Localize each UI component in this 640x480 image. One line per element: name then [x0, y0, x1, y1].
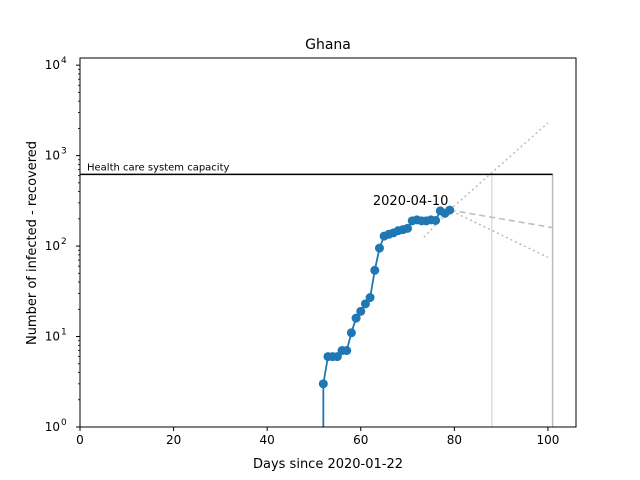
x-tick-label: 80 — [447, 433, 462, 447]
data-point — [346, 328, 356, 338]
x-tick-label: 20 — [166, 433, 181, 447]
x-axis: 0 20 40 60 80 100 — [76, 427, 559, 447]
projection-upper-line — [449, 122, 549, 211]
x-tick-label: 100 — [536, 433, 559, 447]
y-tick-exponent: 2 — [61, 237, 67, 247]
data-point — [403, 223, 413, 233]
chart-title: Ghana — [305, 37, 351, 53]
x-axis-label: Days since 2020-01-22 — [253, 457, 403, 472]
y-tick-label: 10 — [45, 58, 60, 72]
y-tick-label: 10 — [45, 149, 60, 163]
series-0-line — [322, 209, 451, 427]
plot-frame — [79, 57, 577, 428]
y-tick-exponent: 4 — [61, 56, 67, 66]
plot-area — [80, 122, 554, 427]
data-point — [342, 346, 352, 356]
data-point — [365, 293, 375, 303]
date-annotation: 2020-04-10 — [373, 194, 449, 209]
y-tick-label: 10 — [45, 420, 60, 434]
x-tick-label: 60 — [353, 433, 368, 447]
data-point — [332, 352, 342, 362]
data-point — [356, 306, 366, 316]
x-tick-label: 0 — [76, 433, 84, 447]
y-tick-label: 10 — [45, 239, 60, 253]
y-tick-exponent: 3 — [61, 147, 67, 157]
data-point — [445, 205, 455, 215]
data-point — [370, 265, 380, 275]
data-point — [431, 215, 441, 225]
data-point — [351, 313, 361, 323]
capacity-label: Health care system capacity — [87, 162, 229, 173]
data-point — [374, 243, 384, 253]
y-tick-exponent: 0 — [61, 418, 67, 428]
x-tick-label: 40 — [260, 433, 275, 447]
y-tick-label: 10 — [45, 330, 60, 344]
projection-lower-line — [423, 209, 549, 259]
y-tick-exponent: 1 — [61, 328, 67, 338]
y-axis-label: Number of infected - recovered — [25, 141, 40, 345]
data-point — [360, 299, 370, 309]
data-point — [318, 379, 328, 389]
projection-central-line — [449, 209, 553, 229]
